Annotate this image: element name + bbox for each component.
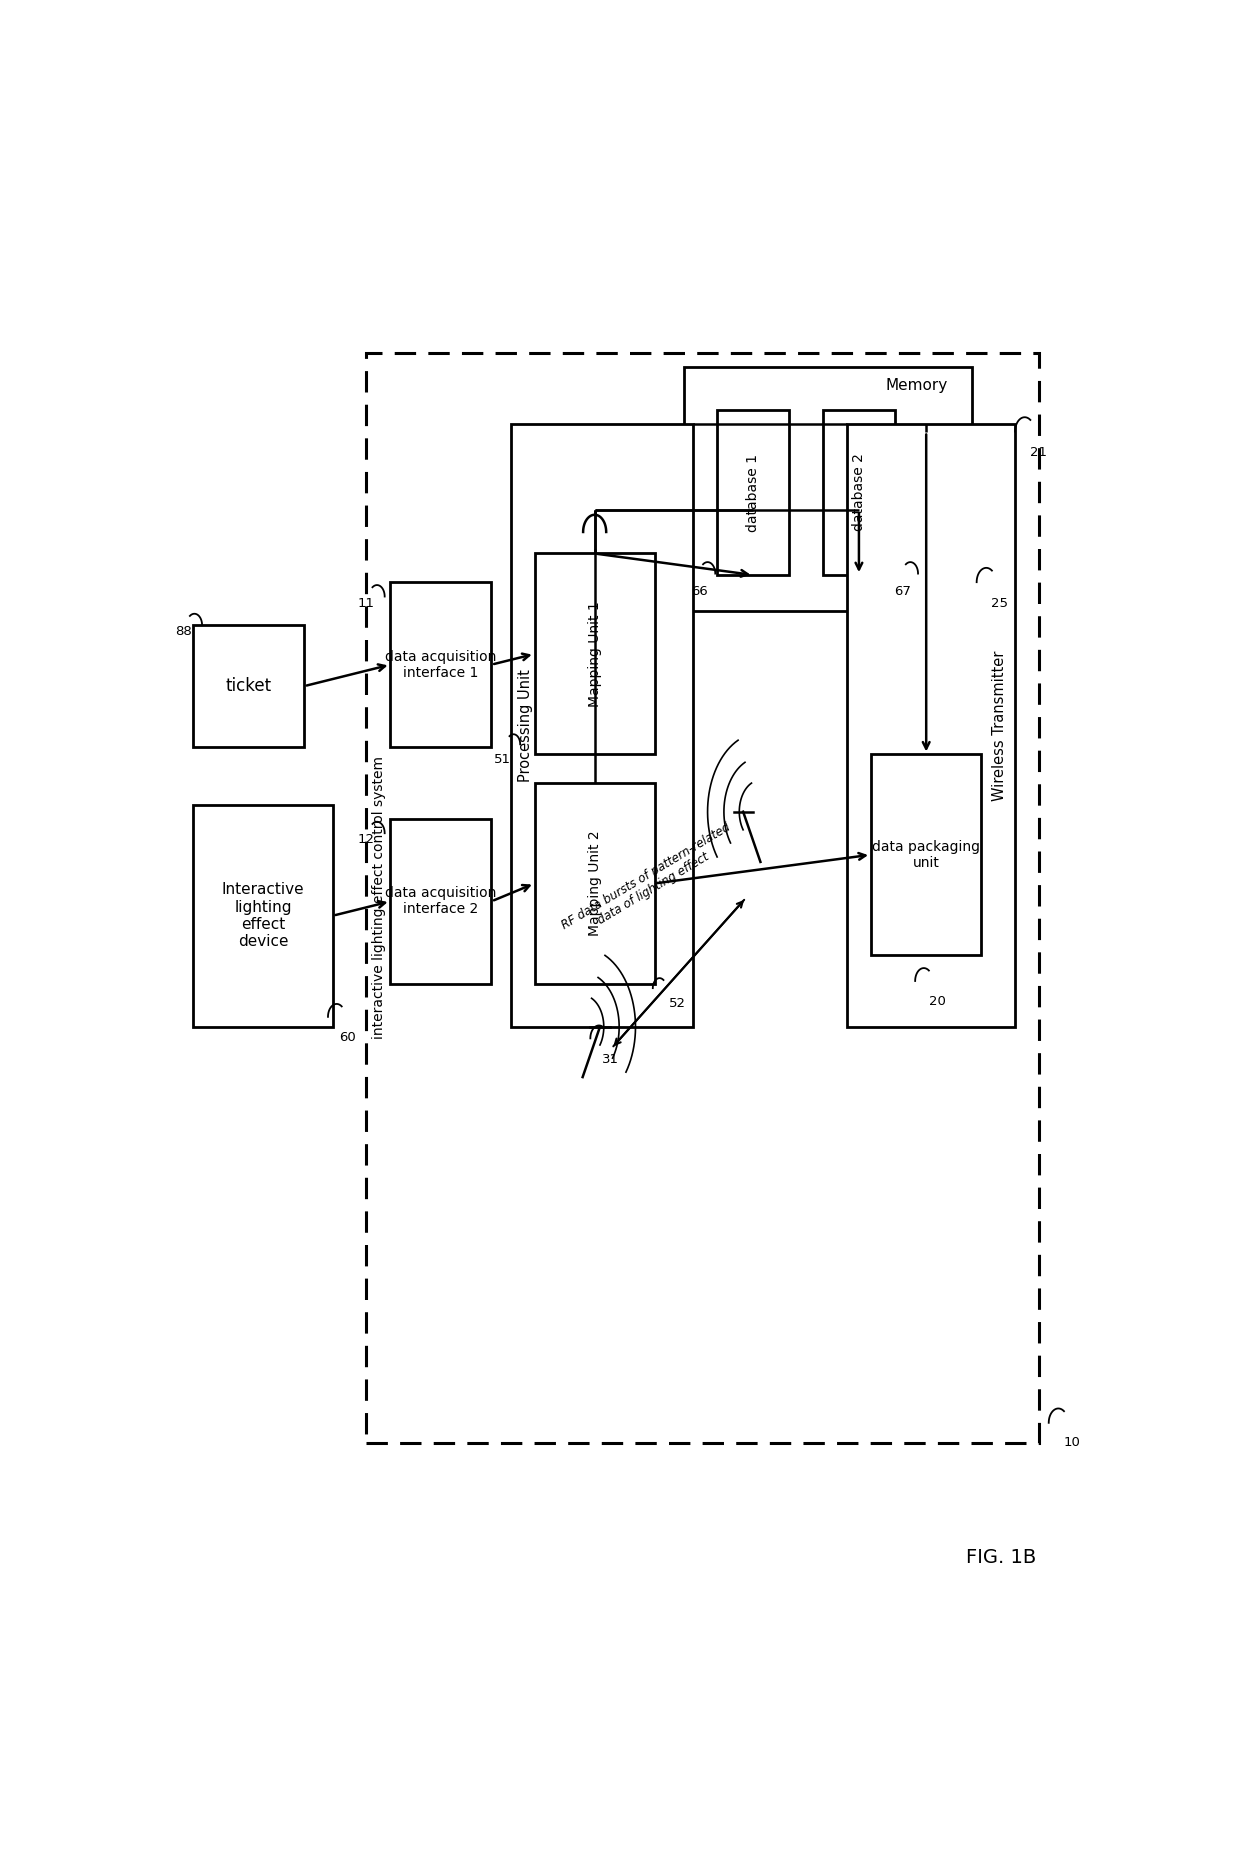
Bar [511, 425, 693, 1027]
Text: 52: 52 [670, 997, 686, 1010]
Text: data acquisition
interface 2: data acquisition interface 2 [386, 887, 496, 917]
Text: 21: 21 [1029, 445, 1047, 458]
Text: data packaging
unit: data packaging unit [872, 840, 980, 870]
Text: 51: 51 [494, 753, 511, 766]
Bar [683, 367, 972, 611]
Text: 11: 11 [357, 596, 374, 609]
Text: 12: 12 [357, 833, 374, 846]
Text: database 1: database 1 [746, 453, 760, 531]
Bar [534, 553, 655, 755]
Bar [193, 805, 332, 1027]
Text: FIG. 1B: FIG. 1B [966, 1548, 1035, 1567]
Text: RF data bursts of pattern-related
data of lighting effect: RF data bursts of pattern-related data o… [559, 820, 740, 945]
Text: Wireless Transmitter: Wireless Transmitter [992, 650, 1007, 801]
Text: Mapping Unit 2: Mapping Unit 2 [588, 831, 601, 937]
Text: 10: 10 [1063, 1436, 1080, 1449]
Bar [870, 755, 982, 956]
Text: Interactive
lighting
effect
device: Interactive lighting effect device [222, 881, 305, 950]
Text: 31: 31 [601, 1053, 619, 1066]
Bar [391, 820, 491, 984]
Text: data acquisition
interface 1: data acquisition interface 1 [386, 650, 496, 680]
Bar [391, 581, 491, 747]
Text: Mapping Unit 1: Mapping Unit 1 [588, 602, 601, 706]
Text: 60: 60 [340, 1032, 356, 1043]
Bar [823, 410, 895, 576]
Text: ticket: ticket [226, 676, 272, 695]
Text: 25: 25 [991, 596, 1008, 609]
Text: Processing Unit: Processing Unit [518, 669, 533, 782]
Text: 20: 20 [929, 995, 945, 1008]
Text: 88: 88 [175, 626, 191, 639]
Text: 66: 66 [692, 585, 708, 598]
Bar [367, 352, 1039, 1442]
Text: interactive lighting effect control system: interactive lighting effect control syst… [372, 756, 386, 1040]
Bar [193, 626, 304, 747]
Text: database 2: database 2 [852, 453, 866, 531]
Text: 67: 67 [894, 585, 911, 598]
Bar [847, 425, 1016, 1027]
Bar [717, 410, 789, 576]
Text: Memory: Memory [885, 378, 947, 393]
Bar [534, 782, 655, 984]
